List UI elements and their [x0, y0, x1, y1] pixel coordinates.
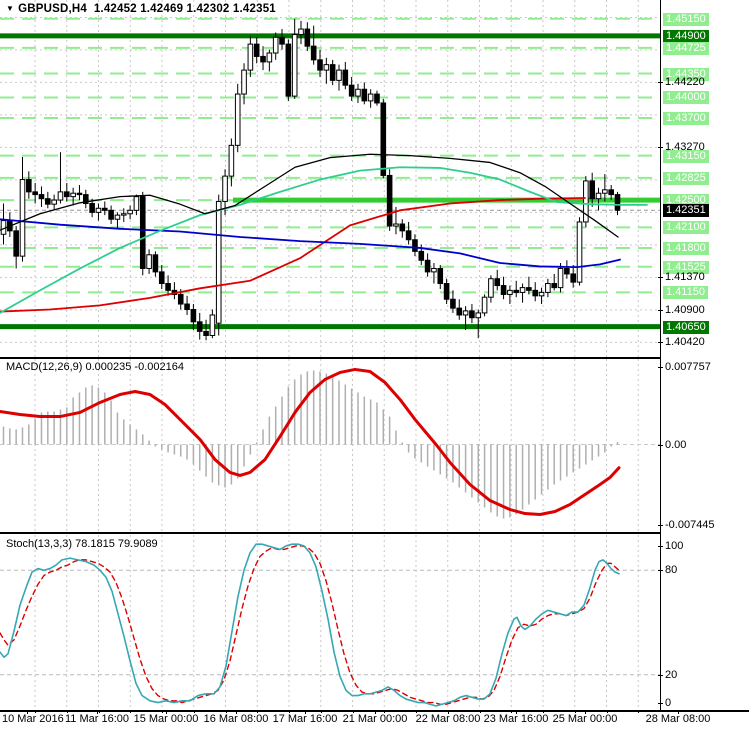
- macd-axis-label: -0.007445: [658, 519, 718, 532]
- time-label: 16 Mar 08:00: [203, 713, 269, 725]
- time-label: 11 Mar 16:00: [64, 713, 130, 725]
- price-label: 1.41150: [663, 286, 708, 299]
- macd-axis-label: 0.007757: [658, 361, 714, 374]
- price-scale-border: [660, 0, 661, 710]
- price-label: 1.42351: [663, 204, 709, 217]
- price-label: 1.44725: [663, 42, 709, 55]
- time-tick: [320, 710, 322, 713]
- price-label: 1.45150: [663, 13, 709, 26]
- price-label: 1.40900: [658, 304, 708, 317]
- time-tick: [574, 710, 576, 713]
- time-tick: [130, 710, 132, 713]
- time-label: 22 Mar 08:00: [415, 713, 481, 725]
- time-tick: [193, 710, 195, 713]
- time-label: 15 Mar 00:00: [133, 713, 199, 725]
- time-tick: [225, 710, 227, 713]
- time-tick: [289, 710, 290, 713]
- price-label: 1.43700: [663, 112, 709, 125]
- time-tick: [416, 710, 417, 713]
- time-tick: [35, 710, 36, 713]
- time-major-tick: [678, 710, 679, 714]
- time-tick: [66, 710, 68, 713]
- price-label: 1.42100: [663, 221, 709, 234]
- time-tick: [98, 710, 100, 713]
- price-label: 1.44220: [658, 76, 708, 89]
- stoch-indicator-label: Stoch(13,3,3) 78.1815 79.9089: [6, 538, 158, 550]
- time-major-tick: [516, 710, 517, 714]
- time-major-tick: [166, 710, 167, 714]
- ohlc-values: 1.42452 1.42469 1.42302 1.42351: [93, 3, 276, 15]
- price-label: 1.41525: [663, 261, 709, 274]
- price-label: 1.44900: [663, 30, 709, 43]
- macd-axis-label: 0.00: [658, 439, 689, 452]
- price-label: 1.40650: [663, 321, 709, 334]
- price-label: 1.40420: [658, 336, 708, 349]
- time-tick: [384, 710, 386, 713]
- time-tick: [352, 710, 354, 713]
- time-label: 21 Mar 00:00: [342, 713, 408, 725]
- time-label: 25 Mar 00:00: [552, 713, 618, 725]
- time-major-tick: [375, 710, 376, 714]
- stoch-axis-label: 100: [658, 540, 686, 553]
- price-label: 1.42500: [663, 194, 709, 207]
- time-major-tick: [97, 710, 98, 714]
- main-chart-canvas[interactable]: [0, 0, 660, 359]
- time-label: 17 Mar 16:00: [272, 713, 338, 725]
- symbol-dropdown-icon[interactable]: ▼: [6, 4, 15, 13]
- macd-chart-canvas[interactable]: [0, 359, 660, 534]
- time-major-tick: [585, 710, 586, 714]
- chart-title: ▼ GBPUSD,H4 1.42452 1.42469 1.42302 1.423…: [6, 3, 276, 15]
- time-major-tick: [27, 710, 28, 714]
- time-major-tick: [305, 710, 306, 714]
- macd-indicator-label: MACD(12,26,9) 0.000235 -0.002164: [6, 361, 184, 373]
- stoch-axis-label: 80: [658, 564, 680, 577]
- price-label: 1.42825: [663, 172, 709, 185]
- stoch-chart-canvas[interactable]: [0, 535, 660, 712]
- time-label: 23 Mar 16:00: [483, 713, 549, 725]
- stoch-axis-label: 20: [658, 669, 680, 682]
- symbol-period-label: GBPUSD,H4: [18, 3, 88, 15]
- axis-line: [660, 710, 749, 712]
- time-tick: [638, 710, 640, 713]
- candles: [0, 18, 621, 341]
- time-label: 28 Mar 08:00: [645, 713, 711, 725]
- price-label: 1.41800: [663, 242, 709, 255]
- price-label: 1.44350: [663, 68, 709, 81]
- time-tick: [162, 710, 163, 713]
- time-tick: [543, 710, 544, 713]
- price-label: 1.44000: [663, 91, 709, 104]
- price-label: 1.43150: [663, 150, 709, 163]
- price-label: 1.41370: [658, 271, 708, 284]
- time-label: 10 Mar 2016: [2, 713, 64, 725]
- time-tick: [257, 710, 259, 713]
- time-major-tick: [236, 710, 237, 714]
- time-major-tick: [448, 710, 449, 714]
- stoch-axis-label: 0: [658, 697, 674, 710]
- time-tick: [479, 710, 481, 713]
- time-tick: [511, 710, 513, 713]
- time-tick: [606, 710, 608, 713]
